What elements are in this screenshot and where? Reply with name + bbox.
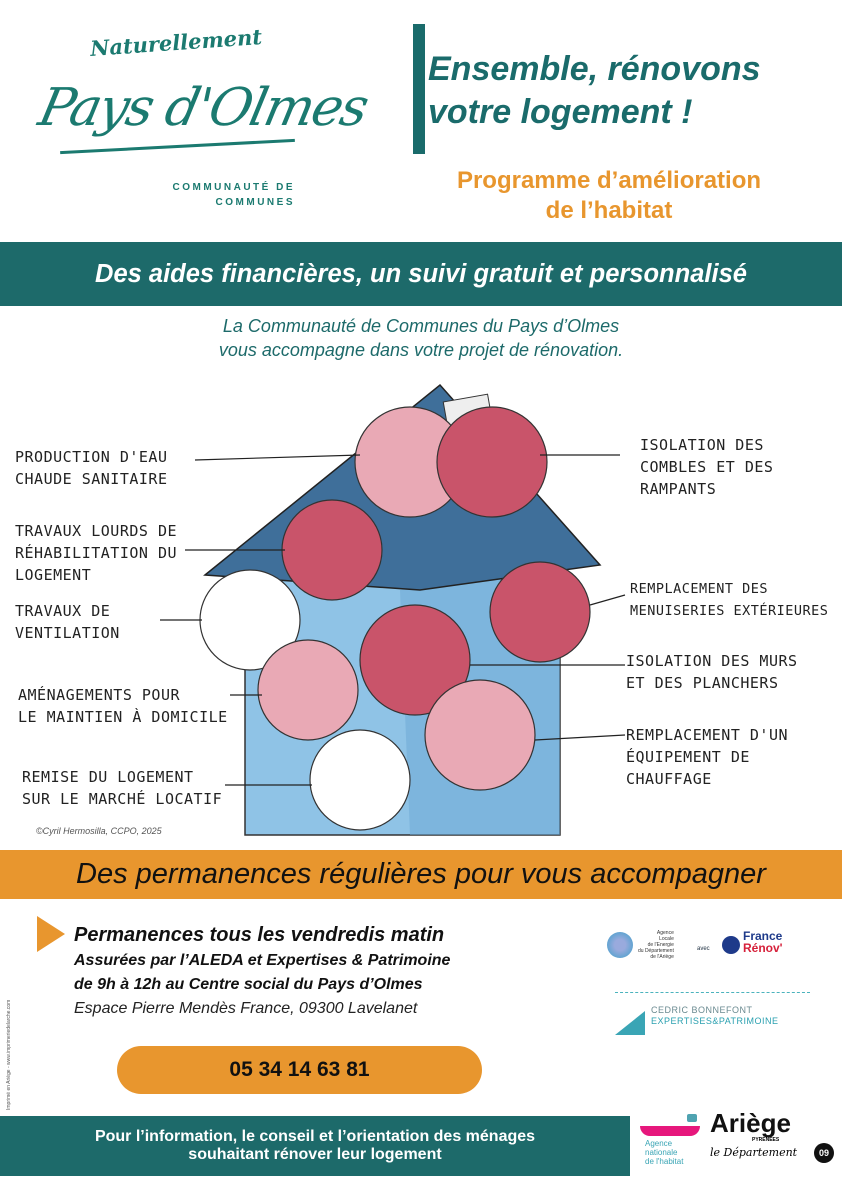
circle-attic-insulation (436, 406, 548, 518)
label-line: Isolation des (640, 436, 764, 454)
label-line: sur le marché locatif (22, 790, 223, 808)
label-line: Remplacement des (630, 581, 769, 597)
program-subtitle: Programme d’amélioration de l’habitat (400, 166, 818, 226)
label-rental: Remise du logement sur le marché locatif (22, 766, 222, 810)
anah-text: nationale (645, 1148, 678, 1157)
footer-banner: Pour l’information, le conseil et l’orie… (0, 1116, 630, 1176)
permanence-line2: de 9h à 12h au Centre social du Pays d’O… (74, 976, 423, 993)
bonnefont-sail-icon (615, 1011, 645, 1035)
program-line2: de l’habitat (545, 197, 673, 224)
label-windows: Remplacement des menuiseries extérieures (630, 578, 828, 622)
label-line: ventilation (15, 624, 120, 642)
aleda-text: de l'Ariège (650, 954, 674, 960)
logo-tagline: Naturellement (89, 24, 263, 61)
label-line: et des planchers (626, 674, 779, 692)
ariege-text: Ariège (710, 1108, 791, 1138)
label-line: équipement de (626, 748, 750, 766)
france-renov-text: France (743, 929, 783, 943)
logo-swoosh (60, 138, 295, 155)
ariege-departement: le Département (710, 1146, 798, 1159)
permanence-address: Espace Pierre Mendès France, 09300 Lavel… (74, 1000, 418, 1017)
ariege-logo: Ariège PYRÉNÉES le Département 09 (710, 1110, 840, 1174)
label-line: le maintien à domicile (18, 708, 228, 726)
label-home-adaptation: Aménagements pour le maintien à domicile (18, 684, 228, 728)
banner-aides: Des aides financières, un suivi gratuit … (0, 242, 842, 306)
anah-dot-icon (687, 1114, 697, 1122)
label-line: rampants (640, 480, 717, 498)
bonnefont-logo: CEDRIC BONNEFONT EXPERTISES&PATRIMOINE (615, 992, 810, 1038)
imprint-text: Imprimé en Ariège - www.imprimeriedelarc… (6, 999, 12, 1110)
label-hot-water: Production d'eau chaude sanitaire (15, 446, 168, 490)
title-line2: votre logement ! (428, 93, 693, 131)
title-line1: Ensemble, rénovons (428, 50, 761, 88)
label-line: Remplacement d'un (626, 726, 789, 744)
intro-line2: vous accompagne dans votre projet de rén… (218, 340, 624, 360)
label-heavy-works: Travaux lourds de réhabilitation du loge… (15, 520, 177, 586)
logo-subtitle-line1: COMMUNAUTÉ DE (172, 182, 295, 193)
label-line: logement (15, 566, 92, 584)
logo-subtitle: COMMUNAUTÉ DE COMMUNES (140, 180, 295, 210)
label-line: réhabilitation du (15, 544, 178, 562)
intro-text: La Communauté de Communes du Pays d’Olme… (0, 314, 842, 362)
france-renov-logo: France Rénov' (722, 930, 783, 954)
label-line: Remise du logement (22, 768, 194, 786)
france-renov-text: Rénov' (743, 941, 783, 955)
intro-line1: La Communauté de Communes du Pays d’Olme… (222, 316, 620, 336)
circle-windows (489, 561, 591, 663)
aleda-text: de l'Energie (647, 942, 674, 948)
avec-text: avec (697, 946, 710, 952)
aleda-logo: Agence Locale de l'Energie du Départemen… (607, 930, 674, 960)
program-line1: Programme d’amélioration (456, 167, 762, 194)
illustration-credit: ©Cyril Hermosilla, CCPO, 2025 (36, 826, 162, 836)
label-line: Travaux de (15, 602, 111, 620)
permanence-heading: Permanences tous les vendredis matin (74, 924, 445, 946)
label-line: chaude sanitaire (15, 470, 168, 488)
anah-text: Agence (645, 1139, 673, 1148)
ariege-09-badge: 09 (814, 1143, 834, 1163)
banner-permanences: Des permanences régulières pour vous acc… (0, 850, 842, 899)
circle-home-adaptation (257, 639, 359, 741)
label-ventilation: Travaux de ventilation (15, 600, 120, 644)
leader-lines (160, 454, 626, 786)
label-line: Production d'eau (15, 448, 168, 466)
permanence-line1: Assurées par l’ALEDA et Expertises & Pat… (74, 952, 451, 969)
aleda-text: Locale (659, 936, 674, 942)
footer-line1: Pour l’information, le conseil et l’orie… (94, 1128, 536, 1145)
circle-walls-floors (359, 604, 471, 716)
house-icon (722, 936, 740, 954)
bonnefont-text: EXPERTISES&PATRIMOINE (651, 1016, 779, 1026)
house-illustration (160, 383, 626, 836)
label-line: menuiseries extérieures (630, 603, 829, 619)
label-attic-insulation: Isolation des combles et des rampants (640, 434, 773, 500)
arrow-right-icon (37, 916, 65, 952)
label-line: Aménagements pour (18, 686, 181, 704)
aleda-text: du Département (638, 948, 674, 954)
label-line: combles et des (640, 458, 774, 476)
label-line: chauffage (626, 770, 712, 788)
anah-logo: Agence nationale de l'habitat (640, 1112, 705, 1172)
phone-number[interactable]: 05 34 14 63 81 (117, 1046, 482, 1094)
page-title: Ensemble, rénovons votre logement ! (428, 48, 761, 134)
label-line: Isolation des murs (626, 652, 798, 670)
logo-subtitle-line2: COMMUNES (215, 197, 295, 208)
aleda-text: Agence (656, 930, 674, 936)
label-line: Travaux lourds de (15, 522, 178, 540)
circle-heavy-works (281, 499, 383, 601)
bonnefont-text: CEDRIC BONNEFONT (651, 1005, 753, 1015)
footer-line2: souhaitant rénover leur logement (188, 1146, 442, 1163)
ariege-pyrenees: PYRÉNÉES (752, 1137, 780, 1143)
label-walls-floors: Isolation des murs et des planchers (626, 650, 798, 694)
logo-name: Pays d'Olmes (33, 78, 373, 138)
circle-heating (424, 679, 536, 791)
anah-text: de l'habitat (645, 1157, 684, 1166)
circle-rental (309, 729, 411, 831)
aleda-globe-icon (607, 932, 633, 958)
anah-swoosh-icon (640, 1126, 700, 1136)
label-heating: Remplacement d'un équipement de chauffag… (626, 724, 788, 790)
title-accent-bar (413, 24, 425, 154)
